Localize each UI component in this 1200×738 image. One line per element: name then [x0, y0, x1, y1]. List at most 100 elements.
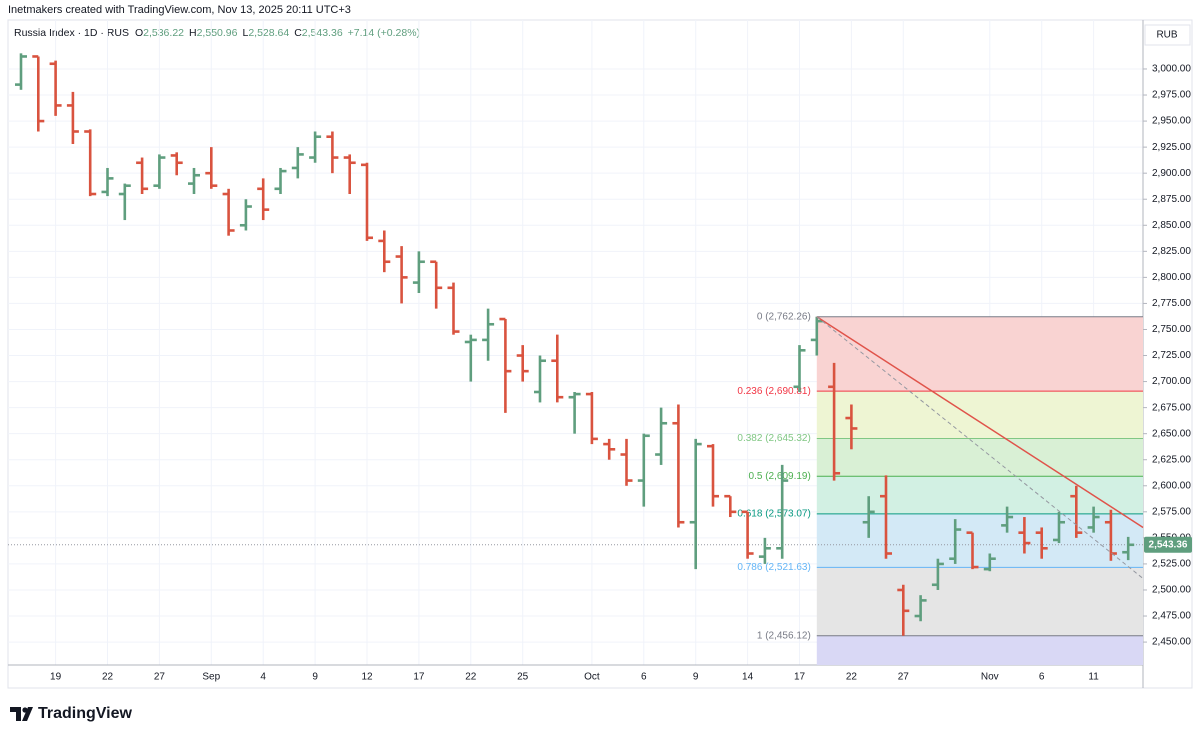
x-tick-label: 22: [102, 672, 114, 683]
ohlc-bar: [966, 531, 979, 570]
currency-box: [1144, 24, 1191, 46]
ohlc-bar: [66, 91, 79, 144]
ohlc-bar: [447, 282, 460, 335]
x-tick-label: 11: [1088, 672, 1099, 683]
currency: RUB: [1156, 30, 1177, 41]
ohlc-bar: [395, 246, 408, 304]
y-tick-label: 2,625.00: [1152, 454, 1191, 465]
ohlc-bar: [983, 553, 996, 572]
ohlc-bar: [84, 129, 97, 197]
fib-label: 0.786 (2,521.63): [737, 562, 810, 573]
ohlc-bar: [222, 188, 235, 236]
legend-change: +7.14 (+0.28%): [348, 27, 420, 39]
ohlc-bar: [568, 391, 581, 434]
ohlc-bar: [1053, 511, 1065, 544]
y-tick-label: 2,525.00: [1152, 559, 1191, 570]
fib-label: 0.382 (2,645.32): [737, 433, 810, 444]
fib-label: 0 (2,762.26): [757, 311, 811, 322]
legend-value: 2,536.22: [143, 27, 184, 39]
fib-label: 0.5 (2,609.19): [749, 471, 811, 482]
ohlc-bar: [672, 404, 685, 528]
y-tick-label: 2,475.00: [1152, 611, 1191, 622]
fib-band: [816, 513, 1143, 568]
ohlc-bar: [603, 438, 616, 460]
legend: Russia Index · 1D · RUS O2,536.22 H2,550.9…: [14, 27, 420, 39]
ohlc-bar: [32, 55, 45, 132]
ohlc-bar: [585, 391, 598, 445]
y-tick-label: 2,875.00: [1152, 194, 1191, 205]
ohlc-bar: [239, 199, 252, 231]
y-tick-label: 2,850.00: [1152, 220, 1191, 231]
ohlc-bar: [378, 230, 391, 273]
ohlc-bar: [793, 345, 806, 392]
legend-value: 2,528.64: [248, 27, 289, 39]
ohlc-bar: [170, 152, 183, 176]
y-tick-label: 2,925.00: [1152, 142, 1191, 153]
x-tick-label: 4: [260, 672, 266, 683]
ohlc-bar: [205, 147, 218, 189]
ohlc-bar: [430, 260, 443, 309]
header: Inetmakers created with TradingView.com,…: [8, 4, 351, 16]
brand-logo: [10, 707, 33, 721]
ohlc-bar: [931, 558, 944, 590]
fib-band: [816, 567, 1143, 636]
ohlc-bar: [707, 444, 719, 507]
legend-title: Russia Index · 1D · RUS: [14, 27, 129, 39]
ohlc-bar: [361, 162, 373, 241]
fib-label: 0.618 (2,573.07): [737, 508, 810, 519]
x-tick-label: 27: [898, 672, 910, 683]
ohlc-bar: [257, 178, 270, 221]
fib-label: 0.236 (2,690.81): [737, 386, 810, 397]
ohlc-bar: [274, 167, 287, 195]
fib-label: 1 (2,456.12): [757, 630, 811, 641]
ohlc-bar: [637, 433, 650, 507]
ohlc-bar: [724, 494, 737, 518]
legend-text: Russia Index · 1D · RUS O2,536.22 H2,550.9…: [14, 27, 420, 39]
ohlc-bar: [862, 496, 875, 538]
y-tick-label: 2,650.00: [1152, 428, 1191, 439]
legend-key: L: [242, 27, 248, 39]
y-tick-label: 2,825.00: [1152, 246, 1191, 257]
fib-band: [816, 391, 1143, 439]
ohlc-bar: [655, 407, 668, 465]
x-tick-label: Sep: [202, 672, 220, 683]
ohlc-bar: [1070, 485, 1083, 538]
ohlc-bar: [1018, 517, 1031, 554]
x-tick-label: 12: [361, 672, 373, 683]
ohlc-bar: [101, 167, 114, 197]
fib-band: [816, 316, 1143, 392]
ohlc-bar: [1035, 527, 1048, 559]
fib-band: [816, 438, 1143, 477]
ohlc-bar: [534, 355, 546, 403]
last-price-box: [1144, 536, 1192, 553]
brand: TradingView: [38, 705, 133, 722]
ohlc-bar: [1001, 506, 1014, 533]
y-tick-label: 2,725.00: [1152, 350, 1191, 361]
x-tick-label: 25: [517, 672, 529, 683]
ohlc-bar: [897, 584, 910, 636]
legend-key: H: [189, 27, 197, 39]
y-tick-label: 2,700.00: [1152, 376, 1191, 387]
ohlc-bar: [551, 334, 564, 403]
y-tick-label: 2,900.00: [1152, 168, 1191, 179]
ohlc-bar: [880, 475, 892, 559]
x-tick-label: 6: [641, 672, 647, 683]
x-tick-label: Nov: [981, 672, 999, 683]
ohlc-bar: [464, 334, 477, 382]
ohlc-bar: [136, 157, 149, 195]
ohlc-bar: [741, 510, 754, 559]
ohlc-bar: [914, 595, 927, 622]
plot-frame: [7, 19, 1193, 689]
ohlc-bar: [153, 154, 166, 189]
ohlc-bar: [949, 519, 962, 564]
x-tick-label: 27: [154, 672, 166, 683]
logo-icon: [22, 707, 33, 721]
legend-value: 2,543.36: [302, 27, 343, 39]
logo-icon: [10, 707, 21, 721]
ohlc-bar: [343, 154, 356, 195]
x-tick-label: 14: [742, 672, 754, 683]
ohlc-bar: [49, 60, 62, 116]
y-tick-label: 2,950.00: [1152, 116, 1191, 127]
